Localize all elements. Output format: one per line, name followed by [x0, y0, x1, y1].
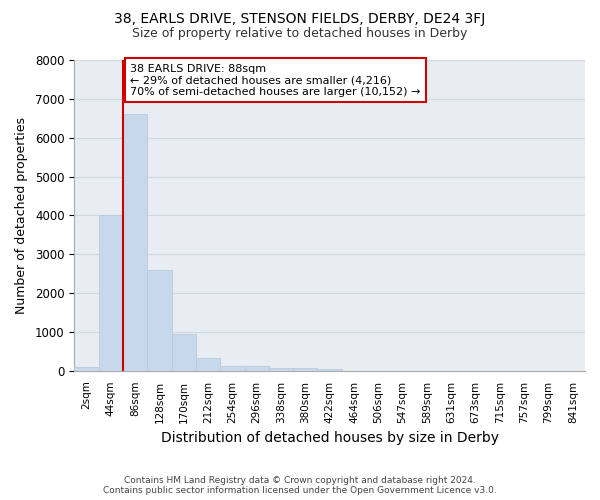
Bar [74, 368, 98, 371]
X-axis label: Distribution of detached houses by size in Derby: Distribution of detached houses by size … [161, 431, 499, 445]
Text: 38, EARLS DRIVE, STENSON FIELDS, DERBY, DE24 3FJ: 38, EARLS DRIVE, STENSON FIELDS, DERBY, … [115, 12, 485, 26]
Bar [196, 358, 220, 371]
Bar [269, 368, 293, 371]
Text: Contains HM Land Registry data © Crown copyright and database right 2024.
Contai: Contains HM Land Registry data © Crown c… [103, 476, 497, 495]
Bar [220, 366, 245, 371]
Text: 38 EARLS DRIVE: 88sqm
← 29% of detached houses are smaller (4,216)
70% of semi-d: 38 EARLS DRIVE: 88sqm ← 29% of detached … [130, 64, 421, 97]
Bar [317, 368, 342, 371]
Bar [147, 270, 172, 371]
Y-axis label: Number of detached properties: Number of detached properties [15, 117, 28, 314]
Bar [98, 216, 123, 371]
Bar [245, 366, 269, 371]
Bar [123, 114, 147, 371]
Bar [293, 368, 317, 371]
Bar [172, 334, 196, 371]
Text: Size of property relative to detached houses in Derby: Size of property relative to detached ho… [133, 28, 467, 40]
